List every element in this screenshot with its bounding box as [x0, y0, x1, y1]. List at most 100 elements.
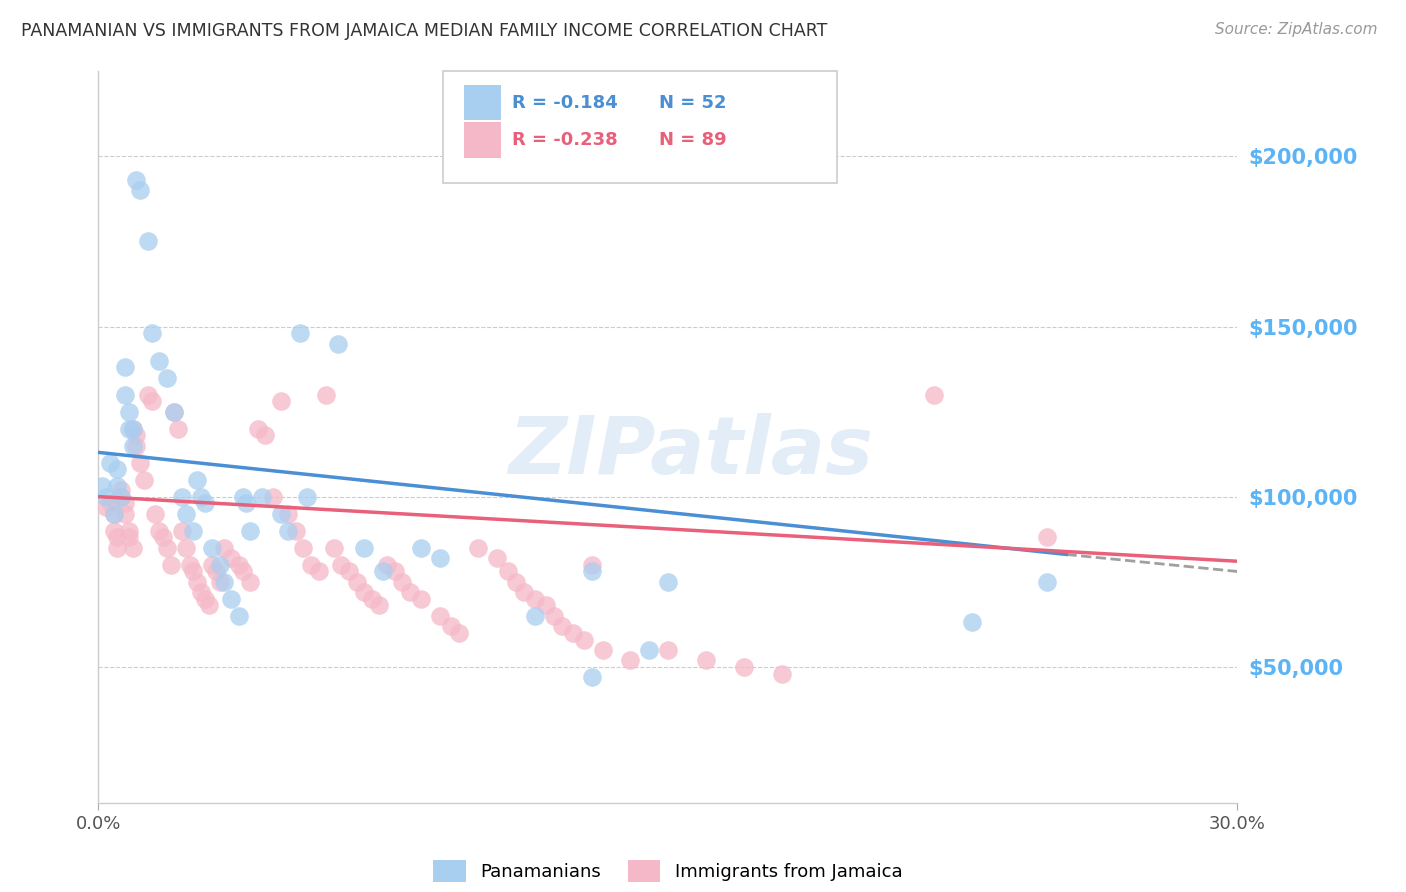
- Point: [94, 490, 117, 504]
- Point: [922, 387, 945, 401]
- Point: [322, 541, 344, 555]
- Point: [132, 473, 155, 487]
- Text: R = -0.238: R = -0.238: [512, 131, 617, 149]
- Point: [524, 608, 547, 623]
- Point: [411, 591, 433, 606]
- Point: [228, 608, 250, 623]
- Point: [103, 507, 125, 521]
- Point: [581, 565, 603, 579]
- Point: [114, 360, 136, 375]
- Point: [619, 653, 641, 667]
- Point: [186, 473, 208, 487]
- Point: [114, 387, 136, 401]
- Point: [110, 483, 132, 497]
- Point: [114, 507, 136, 521]
- Point: [183, 565, 205, 579]
- Point: [208, 558, 231, 572]
- Point: [695, 653, 717, 667]
- Point: [125, 428, 148, 442]
- Text: Source: ZipAtlas.com: Source: ZipAtlas.com: [1215, 22, 1378, 37]
- Point: [129, 183, 152, 197]
- Point: [121, 421, 143, 435]
- Point: [960, 615, 983, 630]
- Text: N = 52: N = 52: [659, 94, 727, 112]
- Point: [284, 524, 307, 538]
- Point: [194, 591, 217, 606]
- Point: [733, 659, 755, 673]
- Point: [315, 387, 337, 401]
- Point: [254, 428, 277, 442]
- Point: [190, 490, 212, 504]
- Point: [163, 404, 186, 418]
- Point: [299, 558, 322, 572]
- Point: [174, 541, 197, 555]
- Point: [391, 574, 413, 589]
- Point: [550, 619, 572, 633]
- Text: R = -0.184: R = -0.184: [512, 94, 617, 112]
- Point: [197, 599, 219, 613]
- Point: [152, 531, 174, 545]
- Point: [129, 456, 152, 470]
- Point: [174, 507, 197, 521]
- Point: [148, 353, 170, 368]
- Point: [107, 541, 129, 555]
- Point: [121, 541, 143, 555]
- Point: [156, 541, 179, 555]
- Point: [170, 524, 193, 538]
- Point: [145, 507, 167, 521]
- Point: [201, 541, 224, 555]
- Point: [170, 490, 193, 504]
- Point: [167, 421, 190, 435]
- Point: [308, 565, 330, 579]
- Point: [121, 439, 143, 453]
- Point: [183, 524, 205, 538]
- Point: [110, 490, 132, 504]
- Point: [232, 565, 254, 579]
- Point: [429, 608, 451, 623]
- Point: [212, 541, 235, 555]
- Point: [98, 496, 121, 510]
- Point: [125, 439, 148, 453]
- Point: [156, 370, 179, 384]
- Point: [486, 550, 509, 565]
- Point: [411, 541, 433, 555]
- Point: [163, 404, 186, 418]
- Point: [110, 490, 132, 504]
- Point: [353, 585, 375, 599]
- Point: [98, 456, 121, 470]
- Point: [190, 585, 212, 599]
- Point: [398, 585, 420, 599]
- Point: [107, 479, 129, 493]
- Point: [148, 524, 170, 538]
- Point: [536, 599, 558, 613]
- Point: [346, 574, 368, 589]
- Point: [235, 496, 257, 510]
- Point: [118, 421, 141, 435]
- Point: [375, 558, 398, 572]
- Point: [330, 558, 353, 572]
- Point: [657, 574, 679, 589]
- Point: [125, 173, 148, 187]
- Point: [368, 599, 391, 613]
- Point: [136, 235, 159, 249]
- Point: [141, 394, 163, 409]
- Point: [208, 574, 231, 589]
- Point: [194, 496, 217, 510]
- Point: [292, 541, 315, 555]
- Point: [657, 642, 679, 657]
- Point: [201, 558, 224, 572]
- Point: [498, 565, 520, 579]
- Point: [562, 625, 585, 640]
- Text: PANAMANIAN VS IMMIGRANTS FROM JAMAICA MEDIAN FAMILY INCOME CORRELATION CHART: PANAMANIAN VS IMMIGRANTS FROM JAMAICA ME…: [21, 22, 828, 40]
- Point: [250, 490, 273, 504]
- Point: [277, 524, 299, 538]
- Point: [136, 387, 159, 401]
- Point: [91, 479, 114, 493]
- Point: [288, 326, 311, 341]
- Point: [121, 421, 143, 435]
- Point: [270, 507, 292, 521]
- Legend: Panamanians, Immigrants from Jamaica: Panamanians, Immigrants from Jamaica: [426, 853, 910, 888]
- Point: [107, 531, 129, 545]
- Point: [94, 500, 117, 514]
- Point: [239, 574, 262, 589]
